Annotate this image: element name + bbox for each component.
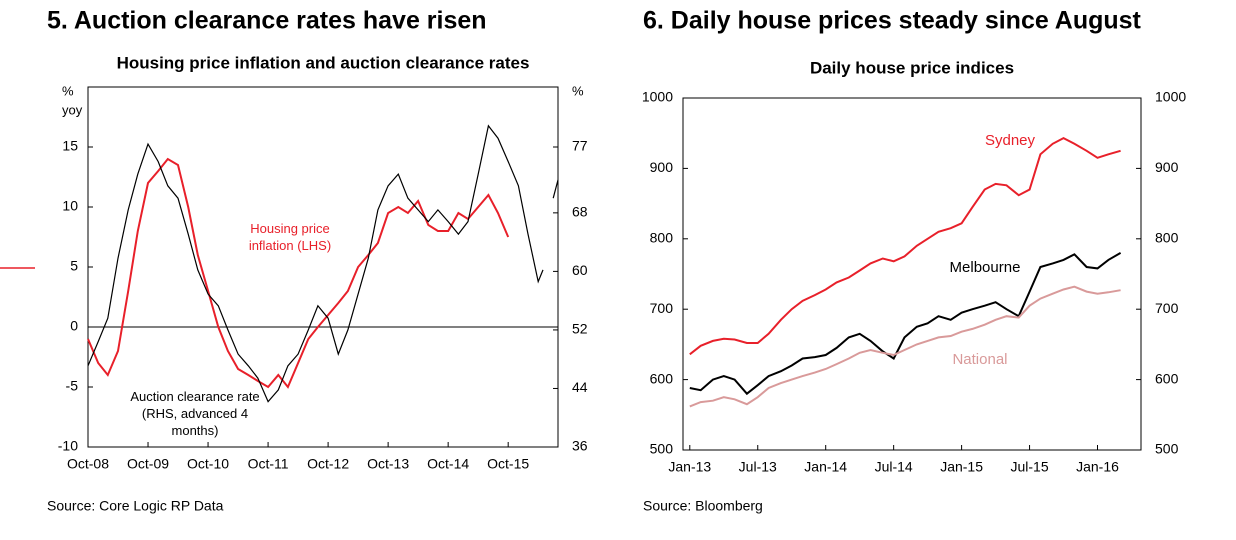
series-label: Auction clearance rate (RHS, advanced 4 … bbox=[130, 389, 260, 438]
series-label: National bbox=[952, 351, 1008, 368]
y2-axis-label: % bbox=[572, 83, 584, 98]
x-tick-label: Jul-15 bbox=[1010, 459, 1048, 475]
y2-tick-label: 77 bbox=[572, 138, 588, 154]
series-label: Melbourne bbox=[949, 259, 1021, 276]
y2-tick-label: 500 bbox=[1155, 441, 1179, 457]
y2-tick-label: 700 bbox=[1155, 300, 1179, 316]
y2-tick-label: 36 bbox=[572, 438, 588, 454]
y2-tick-label: 52 bbox=[572, 321, 588, 337]
source: Source: Core Logic RP Data bbox=[47, 498, 224, 514]
y-tick-label: 5 bbox=[70, 258, 78, 274]
y-tick-label: 700 bbox=[650, 300, 674, 316]
x-tick-label: Oct-14 bbox=[427, 456, 469, 472]
x-tick-label: Jan-16 bbox=[1076, 459, 1119, 475]
x-tick-label: Oct-13 bbox=[367, 456, 409, 472]
y-tick-label: -10 bbox=[58, 438, 78, 454]
series-line bbox=[87, 124, 559, 403]
y-axis-label: yoy bbox=[62, 102, 83, 117]
x-tick-label: Oct-09 bbox=[127, 456, 169, 472]
y2-tick-label: 800 bbox=[1155, 230, 1179, 246]
y-tick-label: -5 bbox=[66, 378, 79, 394]
chart-title: Daily house price indices bbox=[810, 58, 1014, 77]
source: Source: Bloomberg bbox=[643, 498, 763, 514]
y-tick-label: 600 bbox=[650, 370, 674, 386]
y2-tick-label: 60 bbox=[572, 262, 588, 278]
y-tick-label: 15 bbox=[62, 138, 78, 154]
heading: 6. Daily house prices steady since Augus… bbox=[643, 7, 1142, 35]
x-tick-label: Oct-15 bbox=[487, 456, 529, 472]
x-tick-label: Jul-13 bbox=[739, 459, 777, 475]
y-tick-label: 500 bbox=[650, 441, 674, 457]
y2-tick-label: 1000 bbox=[1155, 89, 1186, 105]
x-tick-label: Jan-13 bbox=[668, 459, 711, 475]
y-tick-label: 0 bbox=[70, 318, 78, 334]
series-label: Sydney bbox=[984, 132, 1036, 149]
series-line bbox=[689, 285, 1121, 408]
y2-tick-label: 68 bbox=[572, 204, 588, 220]
x-tick-label: Jan-14 bbox=[804, 459, 847, 475]
plot-frame bbox=[682, 97, 1142, 451]
x-tick-label: Oct-11 bbox=[248, 456, 289, 472]
y-axis-label: % bbox=[62, 83, 74, 98]
heading: 5. Auction clearance rates have risen bbox=[47, 7, 487, 35]
x-tick-label: Oct-08 bbox=[67, 456, 109, 472]
y-tick-label: 900 bbox=[650, 159, 674, 175]
series-line bbox=[689, 136, 1121, 356]
y2-tick-label: 44 bbox=[572, 379, 588, 395]
y-tick-label: 1000 bbox=[642, 89, 673, 105]
series-line bbox=[87, 157, 510, 389]
y-tick-label: 800 bbox=[650, 230, 674, 246]
x-tick-label: Oct-12 bbox=[307, 456, 349, 472]
y2-tick-label: 900 bbox=[1155, 159, 1179, 175]
x-tick-label: Jan-15 bbox=[940, 459, 983, 475]
series-label: Housing price inflation (LHS) bbox=[248, 221, 332, 253]
chart-title: Housing price inflation and auction clea… bbox=[117, 53, 530, 72]
x-tick-label: Oct-10 bbox=[187, 456, 229, 472]
x-tick-label: Jul-14 bbox=[875, 459, 913, 475]
series-line bbox=[689, 252, 1122, 396]
y-tick-label: 10 bbox=[62, 198, 78, 214]
y2-tick-label: 600 bbox=[1155, 370, 1179, 386]
